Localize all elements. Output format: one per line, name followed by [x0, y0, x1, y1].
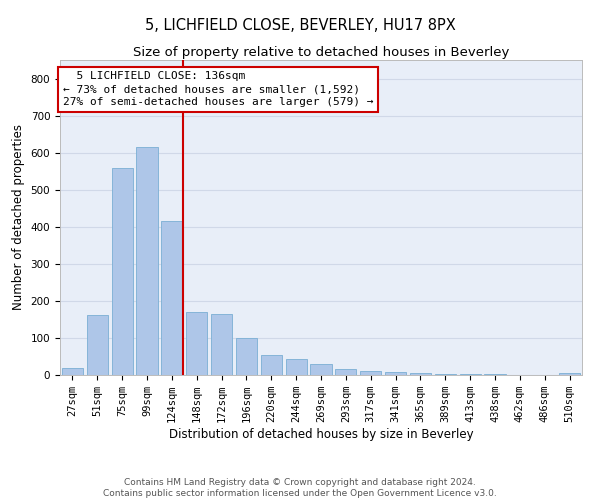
Bar	[360, 372, 381, 375]
Bar	[460, 374, 481, 375]
Bar	[211, 314, 232, 375]
Title: Size of property relative to detached houses in Beverley: Size of property relative to detached ho…	[133, 46, 509, 59]
X-axis label: Distribution of detached houses by size in Beverley: Distribution of detached houses by size …	[169, 428, 473, 441]
Bar	[186, 312, 207, 375]
Bar	[161, 221, 182, 375]
Bar	[112, 168, 133, 375]
Bar	[62, 368, 83, 375]
Text: 5, LICHFIELD CLOSE, BEVERLEY, HU17 8PX: 5, LICHFIELD CLOSE, BEVERLEY, HU17 8PX	[145, 18, 455, 32]
Bar	[236, 338, 257, 375]
Bar	[335, 370, 356, 375]
Bar	[410, 373, 431, 375]
Bar	[385, 372, 406, 375]
Bar	[87, 315, 108, 375]
Text: 5 LICHFIELD CLOSE: 136sqm
← 73% of detached houses are smaller (1,592)
27% of se: 5 LICHFIELD CLOSE: 136sqm ← 73% of detac…	[62, 71, 373, 108]
Bar	[136, 147, 158, 375]
Y-axis label: Number of detached properties: Number of detached properties	[12, 124, 25, 310]
Bar	[286, 359, 307, 375]
Bar	[435, 374, 456, 375]
Text: Contains HM Land Registry data © Crown copyright and database right 2024.
Contai: Contains HM Land Registry data © Crown c…	[103, 478, 497, 498]
Bar	[310, 364, 332, 375]
Bar	[261, 354, 282, 375]
Bar	[559, 373, 580, 375]
Bar	[484, 374, 506, 375]
